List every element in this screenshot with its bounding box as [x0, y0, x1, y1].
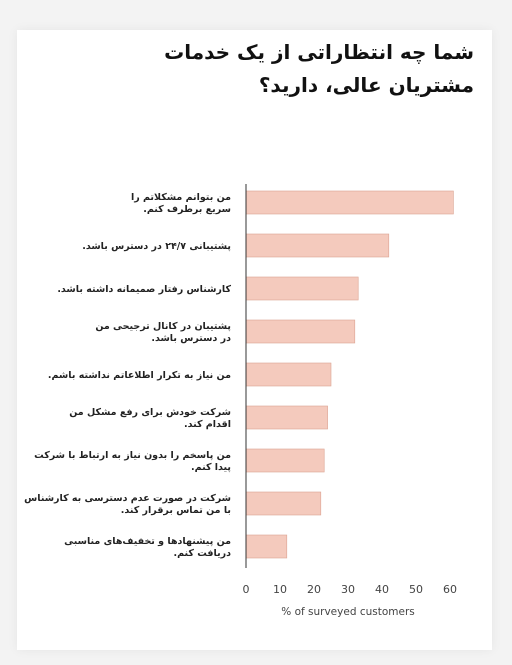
bar-3 [245, 276, 359, 301]
x-axis-label: % of surveyed customers [281, 606, 414, 618]
category-label-7-line-2: پیدا کنم. [191, 462, 231, 473]
category-label-9-line-2: دریافت کنم. [173, 548, 231, 559]
category-label-1-line-1: من بتوانم مشکلاتم را [131, 192, 231, 203]
bar-1 [245, 190, 454, 215]
category-label-7-line-1: من پاسخم را بدون نیاز به ارتباط با شرکت [34, 450, 231, 461]
bar-2 [245, 233, 390, 258]
x-tick-60: 60 [443, 583, 457, 596]
x-tick-30: 30 [341, 583, 355, 596]
category-label-5-line-1: من نیاز به تکرار اطلاعاتم نداشته باشم. [48, 370, 231, 381]
x-tick-40: 40 [375, 583, 389, 596]
x-tick-10: 10 [273, 583, 287, 596]
chart-title: شما چه انتظاراتی از یک خدمات مشتریان عال… [164, 40, 474, 97]
category-label-3-line-1: کارشناس رفتار صمیمانه داشته باشد. [57, 284, 231, 295]
bar-5 [245, 362, 332, 387]
bar-9 [245, 534, 288, 559]
x-tick-20: 20 [307, 583, 321, 596]
bar-7 [245, 448, 325, 473]
category-label-8-line-1: شرکت در صورت عدم دسترسی به کارشناس [24, 493, 231, 504]
category-label-6-line-2: اقدام کند. [184, 419, 231, 430]
category-label-4-line-2: در دسترس باشد. [151, 333, 231, 344]
x-tick-0: 0 [243, 583, 250, 596]
bar-8 [245, 491, 322, 516]
category-label-1-line-2: سریع برطرف کنم. [143, 204, 231, 215]
category-label-9-line-1: من پیشنهادها و تخفیف‌های مناسبی [64, 536, 231, 547]
category-label-2-line-1: پشتیبانی ۲۴/۷ در دسترس باشد. [82, 241, 231, 252]
bars-group [245, 190, 454, 559]
category-label-4-line-1: پشتیبان در کانال ترجیحی من [95, 321, 231, 332]
category-label-8-line-2: با من تماس برقرار کند. [121, 505, 231, 516]
bar-6 [245, 405, 328, 430]
x-tick-50: 50 [409, 583, 423, 596]
bar-4 [245, 319, 356, 344]
category-label-6-line-1: شرکت خودش برای رفع مشکل من [69, 407, 231, 418]
x-ticks-group: 0 10 20 30 40 50 60 [243, 583, 458, 596]
